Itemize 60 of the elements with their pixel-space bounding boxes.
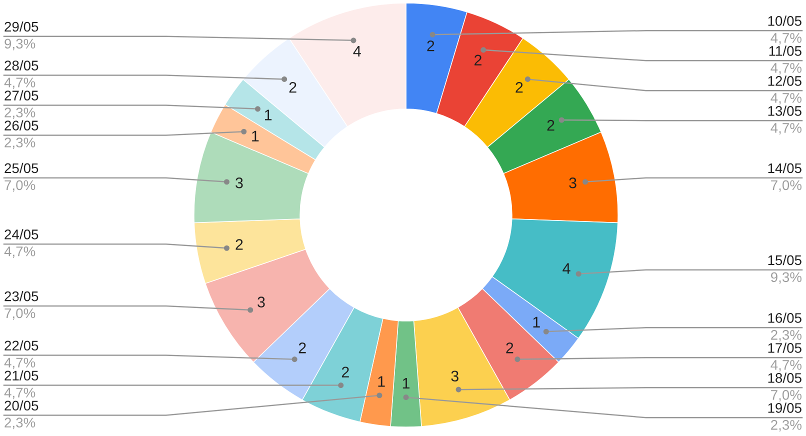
- data-label: 3: [451, 370, 458, 382]
- text: 9,3%: [4, 38, 36, 50]
- slice-label: 15/05: [768, 254, 802, 266]
- slice-label: 27/05: [4, 90, 38, 100]
- text: 4,7%: [770, 63, 802, 74]
- text: 2,3%: [4, 138, 36, 150]
- text: 4,7%: [4, 246, 36, 258]
- data-label: 3: [258, 296, 265, 308]
- data-label: 2: [427, 40, 434, 52]
- slice-label: 14/05: [768, 162, 802, 174]
- slice-label: 12/05: [768, 76, 802, 86]
- text: 2,3%: [771, 330, 802, 342]
- data-label: 1: [264, 110, 272, 120]
- slice-label: 17/05: [768, 342, 802, 353]
- text: 2,3%: [4, 418, 36, 430]
- data-label: 1: [378, 376, 385, 387]
- slice-label: 11/05: [769, 46, 802, 56]
- text: 7,0%: [771, 390, 802, 402]
- text: 4,7%: [770, 33, 802, 44]
- slice-label: 16/05: [768, 312, 802, 323]
- data-label: 2: [547, 120, 554, 131]
- slice-label: 22/05: [4, 340, 38, 351]
- slice-label: 13/05: [768, 106, 802, 116]
- slice-label: 18/05: [768, 372, 802, 383]
- data-label: 2: [342, 366, 349, 378]
- text: 7,0%: [771, 180, 802, 192]
- text: 7,0%: [4, 308, 36, 320]
- slice-label: 10/05: [768, 16, 802, 26]
- slice-label: 26/05: [4, 120, 38, 130]
- text: 2,3%: [771, 420, 802, 432]
- text: 4,7%: [770, 360, 802, 372]
- data-label: 2: [289, 82, 296, 93]
- data-label: 1: [402, 378, 410, 389]
- text: 4,7%: [770, 93, 802, 104]
- text: 7,0%: [4, 180, 36, 192]
- data-label: 2: [516, 82, 523, 93]
- data-label: 2: [474, 54, 482, 66]
- data-label: 2: [236, 239, 243, 250]
- data-label: 4: [353, 46, 361, 57]
- slice-label: 28/05: [4, 60, 38, 70]
- slice-label: 24/05: [4, 229, 38, 240]
- text: 4,7%: [770, 123, 802, 134]
- slice-label: 25/05: [4, 162, 38, 174]
- text: 2,3%: [4, 108, 36, 120]
- slice-label: 23/05: [4, 291, 38, 302]
- data-label: 3: [569, 177, 576, 188]
- text: 4,7%: [4, 358, 36, 370]
- text: 4,7%: [4, 78, 36, 90]
- text: 9,3%: [770, 272, 802, 284]
- slice-label: 21/05: [4, 370, 38, 381]
- data-label: 1: [252, 130, 259, 142]
- text: 4,7%: [4, 388, 36, 400]
- data-label: 2: [298, 342, 306, 354]
- data-label: 4: [562, 263, 570, 274]
- slice-label: 19/05: [768, 402, 802, 413]
- slice-label: 29/05: [4, 21, 38, 32]
- data-label: 1: [533, 316, 540, 328]
- slice-label: 20/05: [4, 400, 38, 411]
- data-label: 2: [506, 342, 514, 354]
- data-label: 3: [236, 177, 243, 188]
